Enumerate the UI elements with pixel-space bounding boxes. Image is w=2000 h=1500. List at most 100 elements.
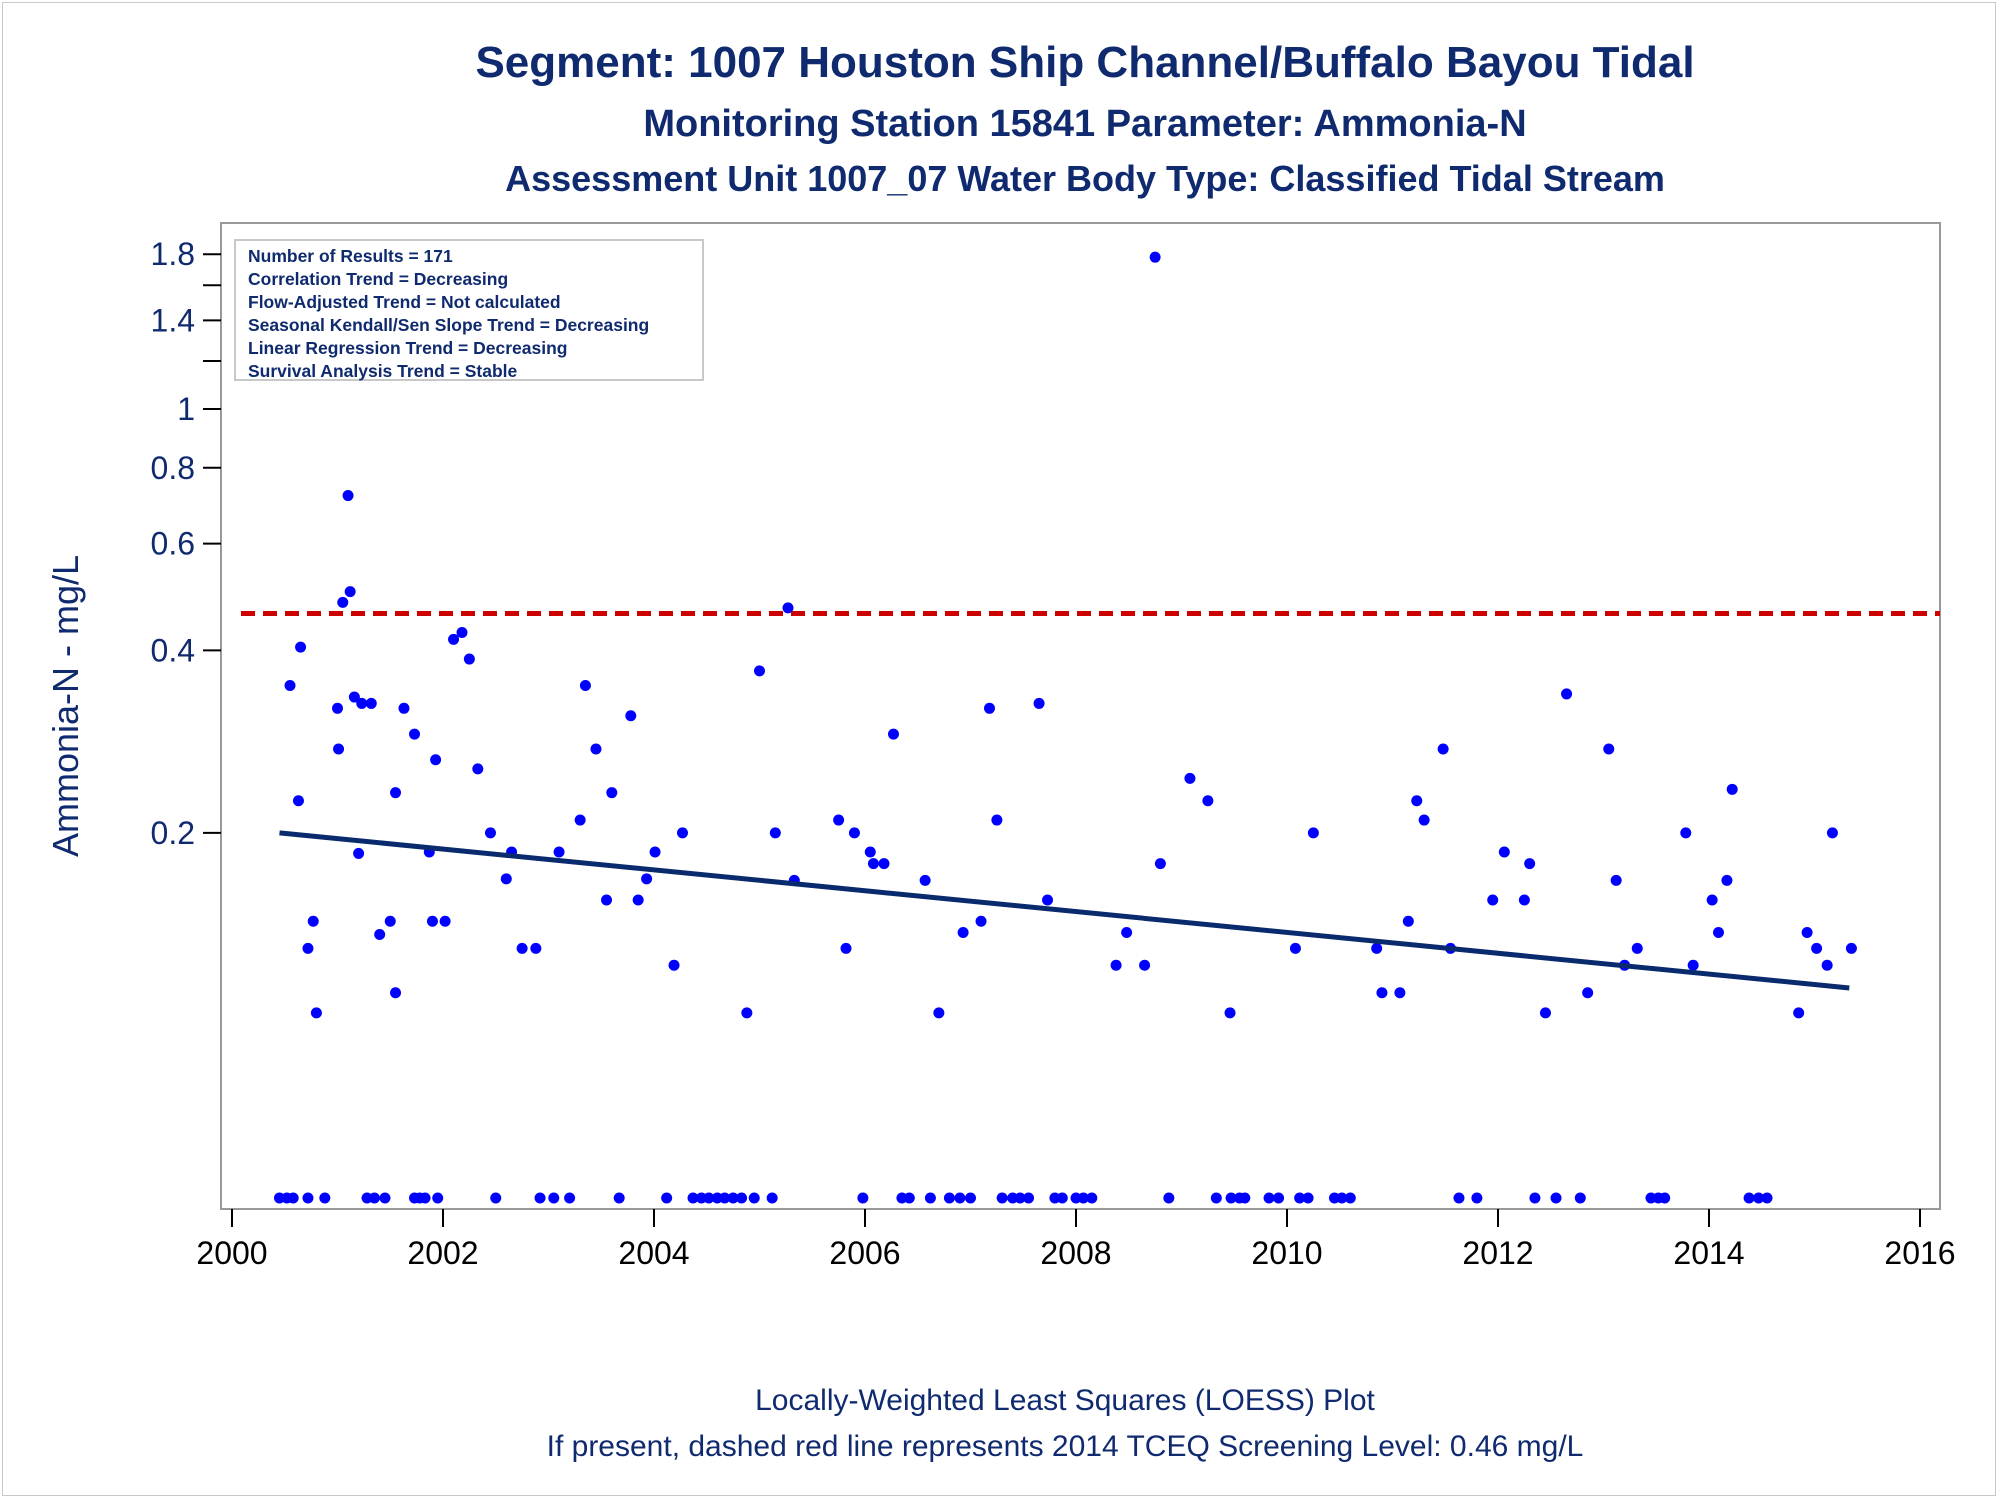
non-detect-point — [564, 1192, 576, 1204]
stat-flow-adjusted-trend: Flow-Adjusted Trend = Not calculated — [248, 292, 561, 312]
data-point — [919, 874, 931, 886]
data-point — [344, 586, 356, 598]
data-point — [1603, 743, 1615, 755]
non-detect-point — [727, 1192, 739, 1204]
chart-subtitle-assessment: Assessment Unit 1007_07 Water Body Type:… — [505, 158, 1665, 199]
data-point — [1224, 1007, 1236, 1019]
data-point — [1561, 688, 1573, 700]
data-point — [439, 915, 451, 927]
data-point — [384, 915, 396, 927]
y-tick-label: 0.8 — [151, 450, 195, 486]
data-point — [887, 728, 899, 740]
data-point — [472, 763, 484, 775]
data-point — [1371, 942, 1383, 954]
non-detect-point — [1336, 1192, 1348, 1204]
data-point — [398, 702, 410, 714]
data-point — [1149, 251, 1161, 263]
non-detect-point — [1302, 1192, 1314, 1204]
data-point — [463, 653, 475, 665]
data-point — [374, 928, 386, 940]
data-point — [1289, 942, 1301, 954]
non-detect-point — [1077, 1192, 1089, 1204]
data-point — [353, 847, 365, 859]
non-detect-point — [703, 1192, 715, 1204]
non-detect-point — [368, 1192, 380, 1204]
data-point — [833, 814, 845, 826]
y-tick-label: 0.2 — [151, 815, 195, 851]
data-point — [1110, 959, 1122, 971]
non-detect-point — [1086, 1192, 1098, 1204]
non-detect-point — [719, 1192, 731, 1204]
data-point — [606, 787, 618, 799]
non-detect-point — [1453, 1192, 1465, 1204]
data-point — [668, 959, 680, 971]
non-detect-point — [379, 1192, 391, 1204]
data-point — [676, 827, 688, 839]
x-axis: 2000 2002 2004 2006 2008 2010 2012 2014 2016 — [196, 1209, 1956, 1271]
data-point — [1524, 858, 1536, 870]
data-point — [1582, 987, 1594, 999]
non-detect-point — [1056, 1192, 1068, 1204]
data-point — [1518, 894, 1530, 906]
data-point — [1712, 927, 1724, 939]
non-detect-point — [1659, 1192, 1671, 1204]
non-detect-point — [924, 1192, 936, 1204]
data-point — [426, 915, 438, 927]
data-point — [933, 1007, 945, 1019]
data-point — [1154, 858, 1166, 870]
data-point — [1376, 987, 1388, 999]
x-tick-label: 2016 — [1884, 1235, 1955, 1271]
non-detect-point — [1761, 1192, 1773, 1204]
non-detect-point — [1529, 1192, 1541, 1204]
non-detect-point — [857, 1192, 869, 1204]
non-detect-point — [1239, 1192, 1251, 1204]
non-detect-point — [287, 1192, 299, 1204]
data-point — [456, 627, 468, 639]
data-point — [1726, 783, 1738, 795]
non-detect-point — [1574, 1192, 1586, 1204]
non-detect-point — [1743, 1192, 1755, 1204]
non-detect-point — [1014, 1192, 1026, 1204]
y-tick-label: 1 — [177, 391, 195, 427]
data-point — [574, 814, 586, 826]
data-point — [1487, 894, 1499, 906]
x-tick-label: 2002 — [407, 1235, 478, 1271]
x-tick-label: 2000 — [196, 1235, 267, 1271]
non-detect-point — [1344, 1192, 1356, 1204]
data-point — [590, 743, 602, 755]
non-detect-point — [1471, 1192, 1483, 1204]
data-point — [769, 827, 781, 839]
plot-area-frame — [220, 222, 1941, 1210]
data-point — [957, 927, 969, 939]
stat-number-of-results: Number of Results = 171 — [248, 246, 453, 266]
data-points — [273, 251, 1857, 1204]
data-point — [1184, 772, 1196, 784]
data-point — [342, 490, 354, 502]
data-point — [1610, 874, 1622, 886]
non-detect-point — [996, 1192, 1008, 1204]
chart-subtitle-station: Monitoring Station 15841 Parameter: Ammo… — [643, 103, 1527, 145]
data-point — [310, 1007, 322, 1019]
data-point — [332, 702, 343, 714]
y-tick-label: 0.4 — [151, 632, 195, 668]
non-detect-point — [736, 1192, 748, 1204]
non-detect-point — [432, 1192, 444, 1204]
non-detect-point — [661, 1192, 673, 1204]
data-point — [1498, 846, 1510, 858]
x-tick-label: 2004 — [618, 1235, 689, 1271]
data-point — [1418, 814, 1430, 826]
data-point — [1394, 987, 1406, 999]
non-detect-point — [965, 1192, 976, 1204]
data-point — [1411, 795, 1423, 807]
non-detect-point — [748, 1192, 760, 1204]
data-point — [356, 697, 368, 709]
data-point — [1539, 1007, 1551, 1019]
data-point — [1821, 959, 1833, 971]
data-point — [782, 602, 794, 614]
data-point — [1687, 959, 1699, 971]
data-point — [333, 743, 345, 755]
y-axis: 0.2 0.4 0.6 0.8 1 1.4 1.8 — [151, 236, 221, 851]
stat-correlation-trend: Correlation Trend = Decreasing — [248, 269, 509, 289]
data-point — [1033, 697, 1045, 709]
data-point — [1631, 942, 1643, 954]
